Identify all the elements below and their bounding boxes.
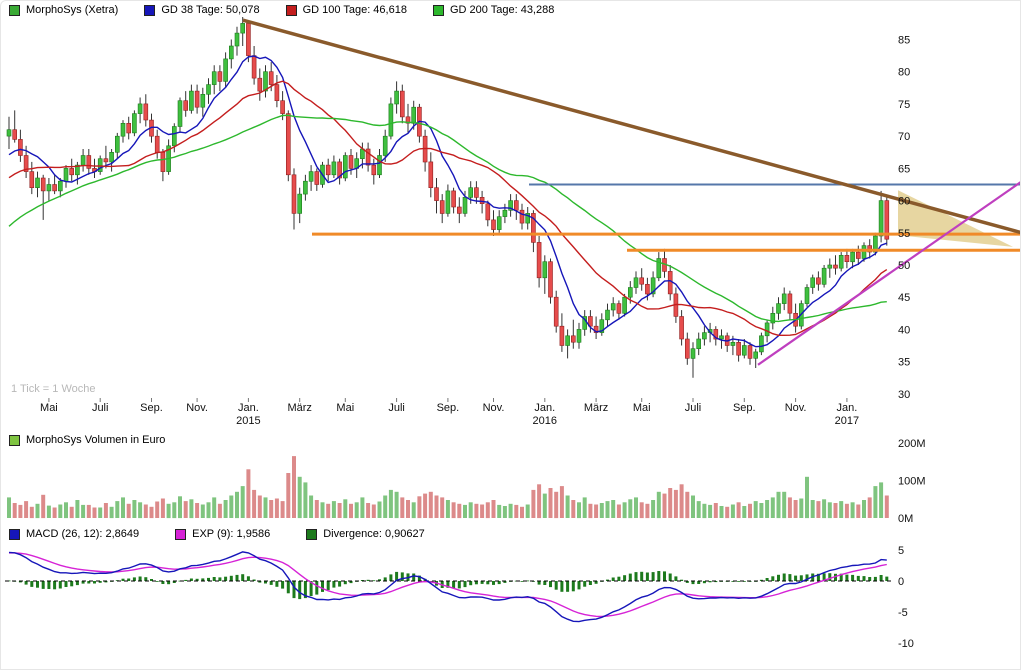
- macd-series-label: MACD (26, 12): 2,8649: [26, 528, 140, 540]
- svg-text:35: 35: [898, 357, 910, 369]
- svg-text:2015: 2015: [236, 415, 260, 427]
- svg-text:2017: 2017: [835, 415, 859, 427]
- gd38-label: GD 38 Tage: 50,078: [161, 4, 260, 16]
- gd100-label: GD 100 Tage: 46,618: [302, 4, 407, 16]
- svg-text:45: 45: [898, 292, 910, 304]
- exp-series-swatch: [175, 528, 187, 540]
- svg-text:65: 65: [898, 163, 910, 175]
- ma-line-gd-40w: [8, 114, 887, 323]
- volume-series-swatch: [9, 434, 20, 446]
- svg-text:Sep.: Sep.: [437, 402, 460, 414]
- svg-text:Juli: Juli: [685, 402, 702, 414]
- svg-text:2016: 2016: [533, 415, 557, 427]
- volume-legend: MorphoSys Volumen in Euro: [9, 434, 165, 446]
- volume-series-label: MorphoSys Volumen in Euro: [26, 434, 166, 446]
- svg-text:Mai: Mai: [336, 402, 354, 414]
- svg-text:Jan.: Jan.: [837, 402, 858, 414]
- legend-item-price: MorphoSys (Xetra): [9, 4, 118, 16]
- svg-text:70: 70: [898, 131, 910, 143]
- svg-text:30: 30: [898, 389, 910, 401]
- trend-annotations: [242, 18, 1020, 366]
- legend-item-gd100: GD 100 Tage: 46,618: [285, 4, 407, 16]
- svg-text:200M: 200M: [898, 438, 926, 450]
- legend-item-gd200: GD 200 Tage: 43,288: [432, 4, 555, 16]
- legend-item-divergence: Divergence: 0,90627: [306, 528, 425, 540]
- x-axis: Mai Juli Sep. Nov. Jan. März Mai Juli Sep. Nov. Ja…: [40, 398, 859, 427]
- svg-text:Jan.: Jan.: [534, 402, 555, 414]
- svg-text:Nov.: Nov.: [785, 402, 807, 414]
- y-axis-volume: 200M 100M 0M: [898, 438, 926, 525]
- ma-line-gd-8w: [8, 55, 888, 348]
- svg-text:40: 40: [898, 324, 910, 336]
- svg-text:75: 75: [898, 99, 910, 111]
- gd200-label: GD 200 Tage: 43,288: [449, 4, 555, 16]
- macd-legend: MACD (26, 12): 2,8649 EXP (9): 1,9586 Di…: [9, 528, 425, 540]
- svg-text:Juli: Juli: [388, 402, 405, 414]
- svg-text:80: 80: [898, 67, 910, 79]
- svg-text:Sep.: Sep.: [733, 402, 756, 414]
- svg-text:0: 0: [898, 576, 904, 588]
- gd100-swatch: [285, 4, 297, 16]
- volume-bars: [7, 456, 889, 519]
- svg-text:Nov.: Nov.: [186, 402, 208, 414]
- svg-text:Sep.: Sep.: [140, 402, 163, 414]
- y-axis-price: 85 80 75 70 65 60 55 50 45 40 35 30: [898, 35, 910, 401]
- ma-line-gd-20w: [8, 80, 888, 336]
- y-axis-macd: 5 0 -5 -10: [898, 545, 914, 650]
- tick-interval-note: 1 Tick = 1 Woche: [11, 383, 96, 395]
- svg-text:März: März: [584, 402, 608, 414]
- macd-lines: [8, 551, 887, 623]
- svg-text:55: 55: [898, 228, 910, 240]
- svg-text:-10: -10: [898, 638, 914, 650]
- gd200-swatch: [432, 4, 444, 16]
- price-series-label: MorphoSys (Xetra): [26, 4, 119, 16]
- divergence-series-label: Divergence: 0,90627: [323, 528, 425, 540]
- candlestick-series: [6, 17, 890, 378]
- svg-text:Juli: Juli: [92, 402, 109, 414]
- price-series-swatch: [9, 4, 20, 16]
- svg-text:60: 60: [898, 196, 910, 208]
- legend-item-gd38: GD 38 Tage: 50,078: [144, 4, 260, 16]
- svg-text:Mai: Mai: [633, 402, 651, 414]
- macd-divergence-histogram: [7, 571, 889, 600]
- legend-item-volume: MorphoSys Volumen in Euro: [9, 434, 165, 446]
- svg-text:Nov.: Nov.: [483, 402, 505, 414]
- svg-text:5: 5: [898, 545, 904, 557]
- svg-text:Mai: Mai: [40, 402, 58, 414]
- svg-text:-5: -5: [898, 607, 908, 619]
- svg-text:0M: 0M: [898, 513, 913, 525]
- gd38-swatch: [144, 4, 156, 16]
- svg-text:50: 50: [898, 260, 910, 272]
- exp-series-label: EXP (9): 1,9586: [192, 528, 271, 540]
- svg-text:Jan.: Jan.: [238, 402, 259, 414]
- main-legend: MorphoSys (Xetra) GD 38 Tage: 50,078 GD …: [9, 4, 554, 16]
- legend-item-exp: EXP (9): 1,9586: [175, 528, 270, 540]
- macd-series-swatch: [9, 528, 20, 540]
- svg-text:März: März: [287, 402, 311, 414]
- legend-item-macd: MACD (26, 12): 2,8649: [9, 528, 139, 540]
- divergence-series-swatch: [306, 528, 318, 540]
- svg-text:85: 85: [898, 35, 910, 47]
- svg-text:100M: 100M: [898, 476, 926, 488]
